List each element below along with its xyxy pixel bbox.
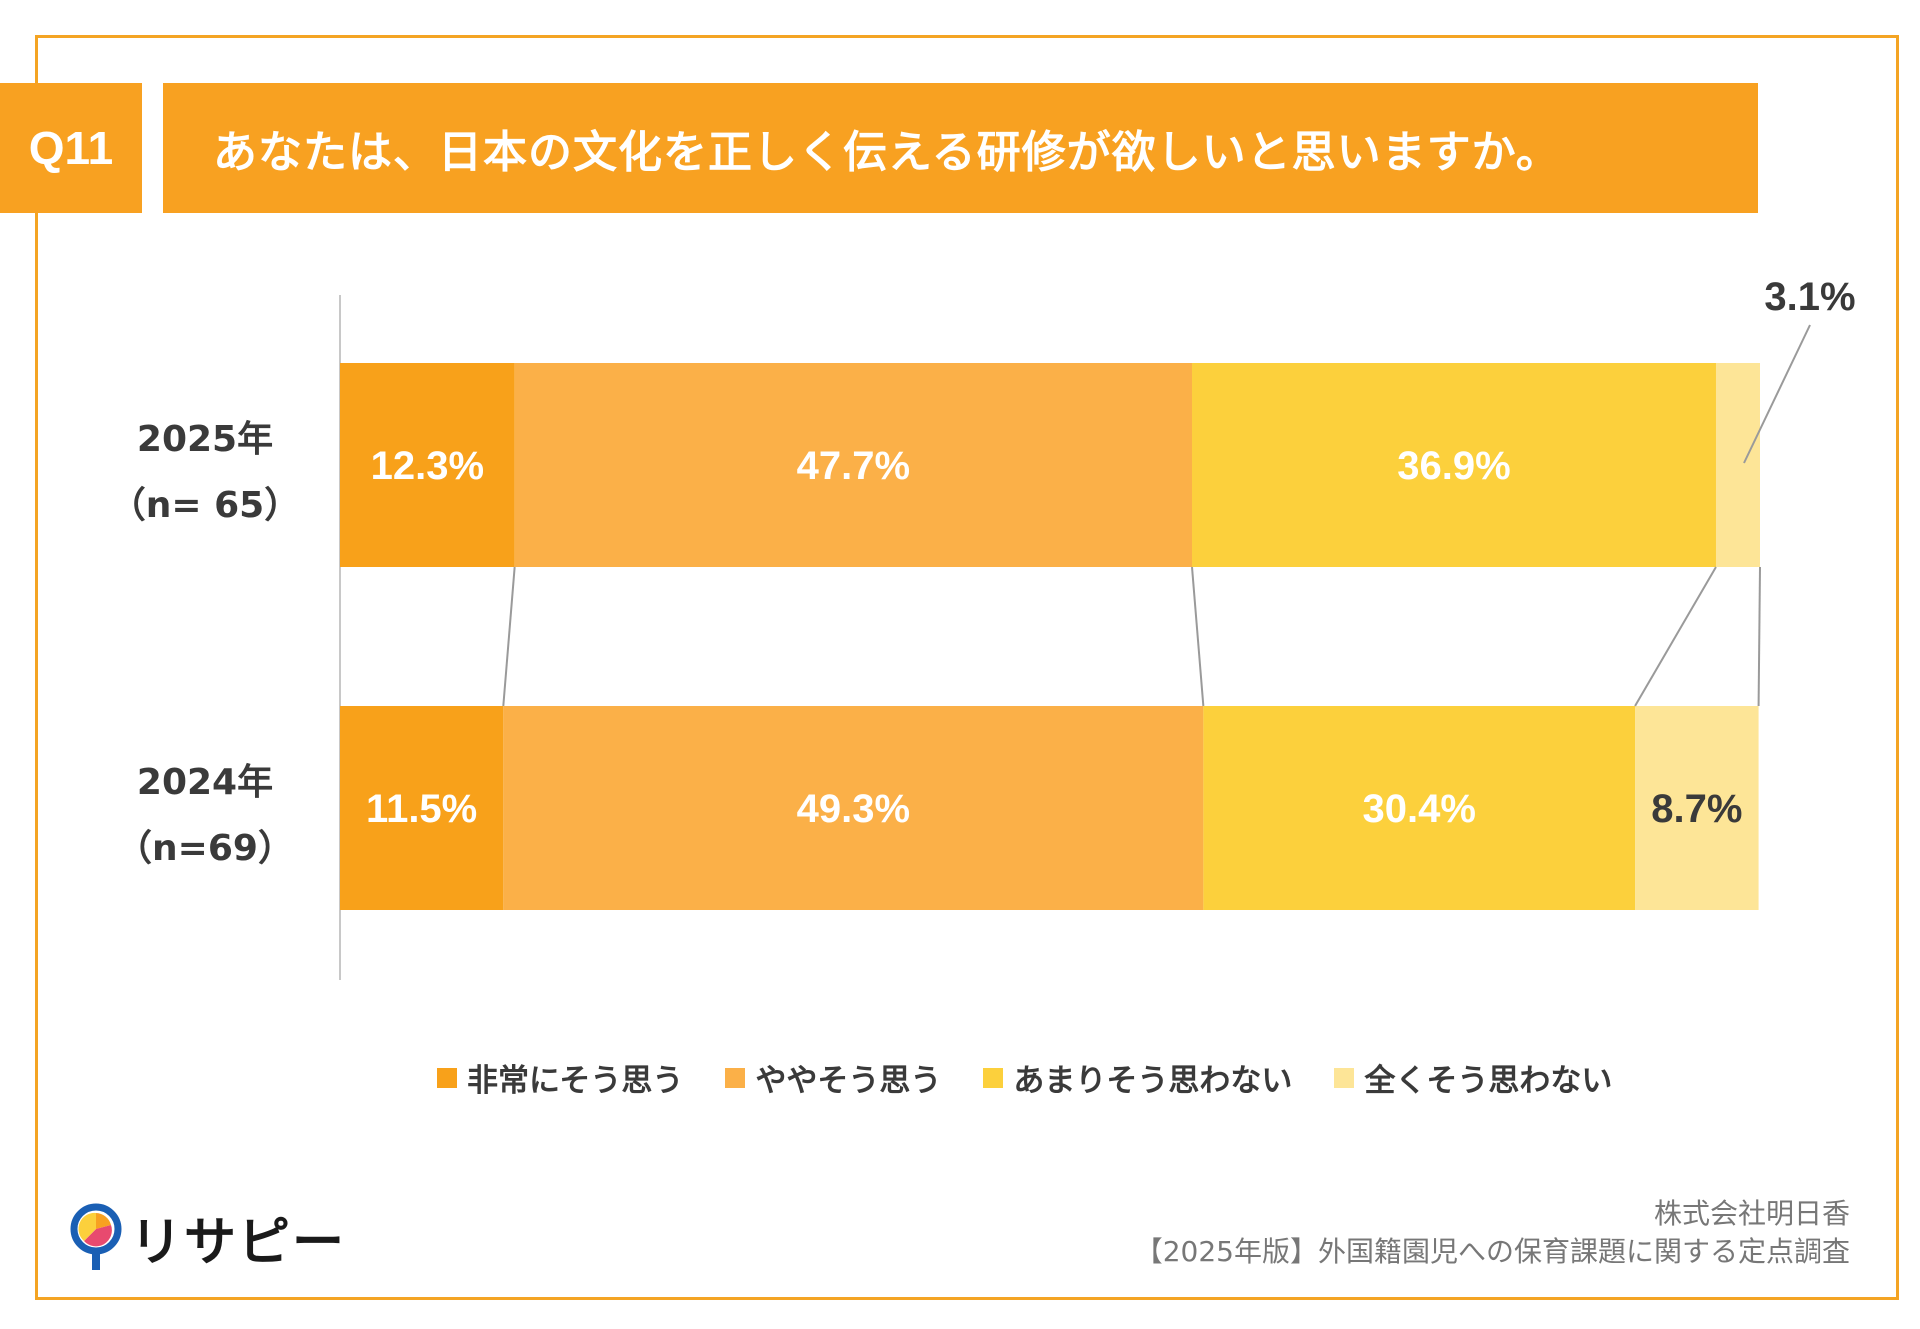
bar-segment bbox=[1203, 706, 1636, 910]
legend-swatch bbox=[725, 1067, 746, 1088]
data-label: 3.1% bbox=[1764, 275, 1855, 319]
data-label: 12.3% bbox=[371, 444, 484, 488]
legend-label: 全くそう思わない bbox=[1364, 1063, 1613, 1099]
data-label: 30.4% bbox=[1362, 787, 1475, 831]
bar-segment bbox=[514, 363, 1192, 567]
bar-segment bbox=[1192, 363, 1716, 567]
data-label: 8.7% bbox=[1651, 787, 1742, 831]
legend-label: あまりそう思わない bbox=[1013, 1063, 1293, 1099]
bar-segment bbox=[340, 363, 515, 567]
data-label: 11.5% bbox=[366, 787, 477, 831]
logo-text: リサピー bbox=[130, 1213, 347, 1273]
legend-swatch bbox=[1334, 1067, 1355, 1088]
connector-line bbox=[502, 566, 516, 707]
bar-segment bbox=[1715, 363, 1760, 567]
category-sample-size: （n=69） bbox=[116, 828, 294, 869]
chart-legend: 非常にそう思う ややそう思う あまりそう思わない 全くそう思わない bbox=[437, 1055, 1654, 1100]
chart-frame bbox=[35, 35, 1899, 1300]
risapi-logo-icon bbox=[70, 1203, 122, 1270]
data-label: 49.3% bbox=[797, 787, 910, 831]
legend-item: 非常にそう思う bbox=[437, 1055, 683, 1100]
survey-name: 【2025年版】外国籍園児への保育課題に関する定点調査 bbox=[1134, 1235, 1850, 1268]
bar-segment bbox=[503, 706, 1204, 910]
legend-label: 非常にそう思う bbox=[467, 1063, 684, 1099]
company-name: 株式会社明日香 bbox=[1653, 1197, 1850, 1230]
category-sample-size: （n= 65） bbox=[110, 485, 300, 526]
legend-item: あまりそう思わない bbox=[983, 1055, 1292, 1100]
connector-line bbox=[1191, 566, 1205, 707]
bar-segment bbox=[340, 706, 504, 910]
bar-segment bbox=[1635, 706, 1759, 910]
legend-swatch bbox=[437, 1067, 457, 1088]
data-label: 47.7% bbox=[797, 444, 910, 488]
question-number-badge: Q11 bbox=[0, 83, 142, 213]
brand-logo: リサピー bbox=[70, 1200, 346, 1275]
question-title: あなたは、日本の文化を正しく伝える研修が欲しいと思いますか。 bbox=[163, 83, 1758, 213]
connector-line bbox=[1757, 566, 1761, 707]
category-label: 2025年 bbox=[137, 419, 273, 460]
source-credit: 株式会社明日香 【2025年版】外国籍園児への保育課題に関する定点調査 bbox=[1135, 1195, 1850, 1271]
connector-line bbox=[1634, 566, 1717, 707]
label-leader-line bbox=[1743, 324, 1811, 464]
category-label: 2024年 bbox=[137, 762, 273, 803]
legend-label: ややそう思う bbox=[755, 1063, 942, 1099]
legend-swatch bbox=[983, 1067, 1004, 1088]
legend-item: 全くそう思わない bbox=[1334, 1055, 1612, 1100]
legend-item: ややそう思う bbox=[725, 1055, 941, 1100]
data-label: 36.9% bbox=[1397, 444, 1510, 488]
